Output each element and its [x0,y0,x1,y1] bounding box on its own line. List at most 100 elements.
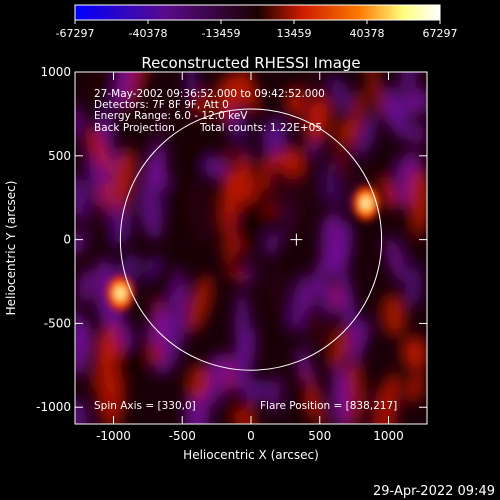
fringe-blob [115,324,133,349]
fringe-blob [242,378,270,403]
fringe-blob [401,335,427,371]
axes: -1000 -500 0 500 1000 -1000 -500 0 500 1000 [36,65,427,443]
fringe-blob [301,305,328,347]
x-axis-label: Heliocentric X (arcsec) [183,448,319,462]
y-tick-label: -1000 [36,400,71,414]
fringe-blob [324,160,336,209]
annotations: 27-May-2002 09:36:52.000 to 09:42:52.000… [94,88,397,412]
source-peak [362,198,371,209]
fringe-blob [227,131,246,175]
fringe-blob [163,180,182,212]
fringe-blob [267,264,291,332]
fringe-blob [331,364,350,424]
fringe-blob [337,137,366,204]
annotation-method: Back Projection [94,122,175,134]
fringe-blob [184,130,209,178]
fringe-blob [75,176,90,221]
fringe-blob [225,385,249,413]
disk-center-marker [290,233,303,246]
fringe-blob [357,113,378,157]
fringe-blob [381,293,407,338]
fringe-blob [383,86,412,141]
fringe-blob [384,149,397,181]
fringe-blob [286,87,304,118]
fringe-blob [186,274,213,333]
x-tick-label: 500 [308,429,331,443]
fringe-blob [288,167,305,238]
footer-date: 29-Apr-2022 09:49 [373,484,495,499]
y-tick-label: -500 [44,316,71,330]
heatmap-texture [75,72,427,424]
fringe-blob [148,259,179,303]
colorbar-frame [74,4,441,21]
fringe-blob [305,252,329,311]
annotation-energy: Energy Range: 6.0 - 12.0 keV [94,110,248,122]
x-tick-label: 0 [247,429,255,443]
fringe-blob [97,364,125,424]
heatmap-image [75,72,427,424]
fringe-blob [336,261,356,331]
fringe-blob [238,72,259,114]
fringe-blob [147,305,172,348]
annotation-spin-axis: Spin Axis = [330,0] [94,400,196,412]
colorbar-tick-label: 67297 [423,27,458,40]
chart-title: Reconstructed RHESSI Image [141,54,360,72]
fringe-blob [404,87,427,115]
fringe-blob [186,363,211,400]
fringe-blob [361,383,380,424]
x-tick-label: -500 [169,429,196,443]
colorbar-tick-label: 13459 [276,27,311,40]
fringe-blob [200,352,230,408]
annotation-time-range: 27-May-2002 09:36:52.000 to 09:42:52.000 [94,88,325,100]
fringe-blob [270,374,282,413]
fringe-blob [264,230,280,257]
fringe-blob [78,268,92,305]
y-tick-label: 500 [48,149,71,163]
y-tick-label: 1000 [40,65,71,79]
x-tick-label: -1000 [96,429,131,443]
y-tick-label: 0 [63,233,71,247]
colorbar-ticks: -67297 -40378 -13459 13459 40378 67297 [56,20,458,40]
fringe-blob [408,167,427,236]
fringe-blob [385,236,406,282]
fringe-blob [411,122,425,147]
fringe-blob [103,72,121,108]
y-axis-label: Heliocentric Y (arcsec) [4,181,18,316]
fringe-blob [265,166,293,218]
fringe-blob [109,72,135,110]
fringe-blob [204,155,226,180]
fringe-blob [347,87,366,151]
colorbar-tick-label: 40378 [349,27,384,40]
fringe-blob [366,72,383,117]
fringe-blob [335,180,353,211]
fringe-blob [408,370,424,403]
fringe-blob [304,95,332,143]
fringe-blob [89,127,111,174]
fringe-blob [261,117,288,156]
colorbar-tick-label: -13459 [202,27,241,40]
annotation-detectors: Detectors: 7F 8F 9F, Att 0 [94,99,229,111]
fringe-blob [230,327,257,395]
fringe-blob [138,181,163,240]
fringe-blob [75,320,92,378]
colorbar-tick-label: -40378 [129,27,168,40]
fringe-blob [229,246,253,275]
colorbar-tick-label: -67297 [56,27,95,40]
fringe-blob [376,371,399,424]
fringe-blob [194,89,213,115]
fringe-blob [318,277,337,317]
fringe-blob [348,319,370,366]
solar-limb [119,108,383,371]
fringe-blob [405,232,420,274]
fringe-blob [187,181,214,247]
colorbar [75,5,440,20]
annotation-counts: Total counts: 1.22E+05 [199,122,322,134]
fringe-blob [328,325,351,370]
heatmap-sources [107,186,380,311]
fringe-blob [285,145,304,178]
fringe-blob [76,111,92,182]
annotation-flare-position: Flare Position = [838,217] [260,400,397,412]
fringe-blob [153,96,173,153]
fringe-blob [405,266,422,307]
